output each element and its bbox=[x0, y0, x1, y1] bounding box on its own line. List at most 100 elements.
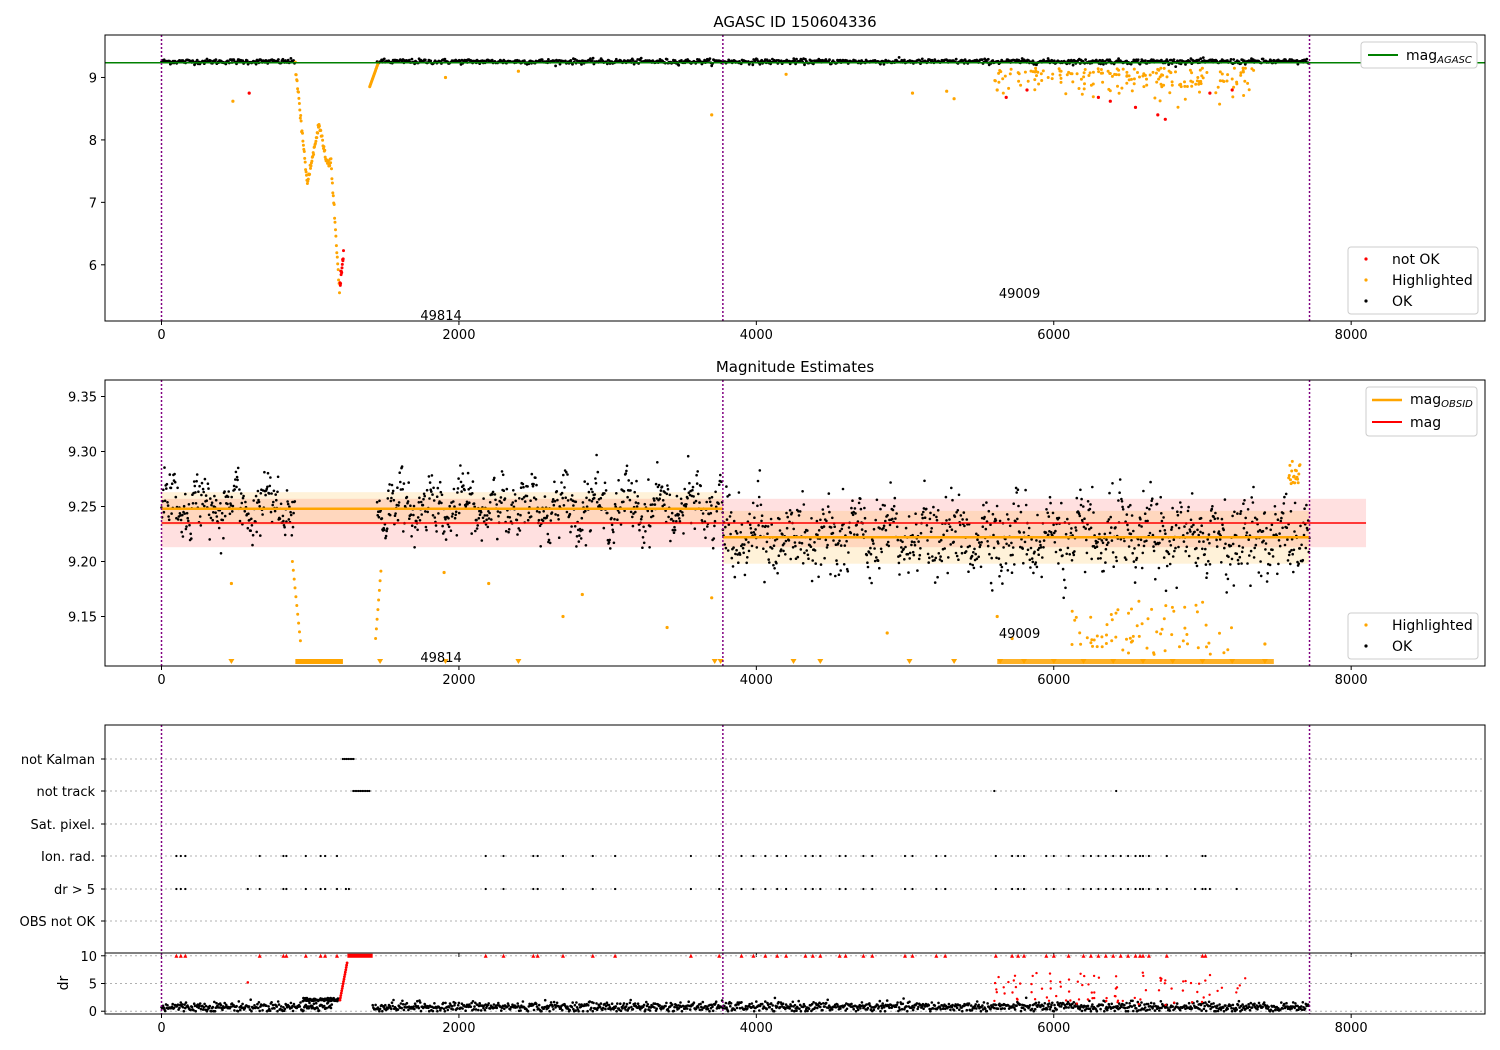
dr-ok-point bbox=[469, 1005, 473, 1009]
dr-ok-point bbox=[1066, 1000, 1070, 1004]
ok-point bbox=[770, 547, 774, 550]
dr-ok-point bbox=[937, 1001, 940, 1005]
flag-marker bbox=[352, 789, 355, 793]
ok-point bbox=[623, 509, 626, 513]
ok-point bbox=[1039, 546, 1043, 549]
ok-point bbox=[908, 551, 912, 555]
dr-ok-point bbox=[378, 1007, 382, 1011]
ok-point bbox=[273, 509, 277, 513]
ok-point bbox=[940, 559, 944, 563]
ok-point bbox=[1092, 511, 1095, 514]
ok-point bbox=[1074, 529, 1078, 532]
highlighted-point bbox=[1222, 651, 1226, 655]
dr-ok-point bbox=[1043, 1002, 1047, 1005]
ok-point bbox=[803, 530, 807, 534]
ok-point bbox=[1231, 514, 1234, 518]
dr-ok-point bbox=[733, 1008, 737, 1012]
dr-ok-point bbox=[1113, 1009, 1116, 1013]
highlighted-point bbox=[335, 251, 339, 255]
ok-point bbox=[1187, 505, 1190, 509]
ok-point bbox=[918, 553, 922, 557]
ok-point bbox=[651, 503, 654, 506]
dr-ok-point bbox=[951, 1003, 954, 1007]
highlighted-point bbox=[294, 595, 298, 599]
flag-marker bbox=[785, 887, 788, 891]
dr-ok-point bbox=[900, 1007, 904, 1011]
ok-point bbox=[1189, 518, 1193, 522]
ok-point bbox=[1214, 511, 1217, 515]
ok-point bbox=[557, 518, 560, 521]
flag-marker bbox=[944, 854, 947, 858]
ok-point bbox=[234, 478, 237, 481]
highlighted-point bbox=[1239, 71, 1243, 75]
dr-ok-point bbox=[714, 1000, 718, 1003]
ok-point bbox=[607, 541, 611, 544]
ok-point bbox=[950, 486, 953, 490]
ok-point bbox=[932, 513, 936, 517]
dr-ok-point bbox=[791, 1000, 795, 1004]
ok-point bbox=[494, 498, 497, 502]
ok-point bbox=[1290, 548, 1293, 552]
dr-ok-point bbox=[575, 1001, 578, 1004]
dr-ok-point bbox=[1050, 1003, 1053, 1007]
ok-point bbox=[1046, 57, 1050, 60]
ok-point bbox=[1074, 526, 1077, 529]
dr-ok-point bbox=[487, 1002, 491, 1005]
dr-ok-point bbox=[688, 1008, 692, 1011]
ok-point bbox=[769, 517, 773, 521]
dr-ok-point bbox=[198, 1002, 202, 1005]
ok-point bbox=[500, 501, 503, 505]
ok-point bbox=[814, 562, 817, 565]
ok-point bbox=[1195, 546, 1198, 550]
ok-point bbox=[382, 57, 386, 61]
ok-point bbox=[1016, 517, 1019, 521]
highlighted-point bbox=[1137, 634, 1141, 638]
flag-marker bbox=[614, 887, 617, 891]
ok-point bbox=[950, 528, 954, 531]
flag-marker bbox=[1204, 887, 1207, 891]
ok-point bbox=[1030, 538, 1033, 541]
ok-point bbox=[1075, 496, 1079, 500]
ok-point bbox=[859, 497, 862, 501]
ok-point bbox=[786, 515, 789, 519]
ok-point bbox=[256, 489, 260, 493]
highlighted-point bbox=[310, 159, 314, 163]
ok-point bbox=[465, 500, 469, 504]
highlighted-point bbox=[885, 631, 889, 635]
highlighted-point bbox=[1288, 463, 1292, 467]
ok-point bbox=[435, 495, 439, 499]
ok-point bbox=[705, 500, 708, 504]
ok-point bbox=[251, 543, 254, 547]
ok-point bbox=[393, 514, 397, 517]
ok-point bbox=[1189, 530, 1192, 533]
ok-point bbox=[200, 493, 203, 497]
ok-point bbox=[976, 538, 979, 541]
ok-point bbox=[754, 528, 757, 531]
ok-point bbox=[926, 552, 930, 556]
dr-ok-point bbox=[856, 1008, 860, 1012]
highlighted-point bbox=[1168, 91, 1172, 95]
flag-marker bbox=[179, 887, 182, 891]
ok-point bbox=[805, 549, 808, 552]
ok-point bbox=[1218, 538, 1222, 541]
ok-point bbox=[444, 538, 448, 541]
flag-marker bbox=[246, 887, 249, 891]
highlighted-point bbox=[291, 568, 295, 572]
flag-marker bbox=[740, 887, 743, 891]
ok-point bbox=[732, 546, 735, 549]
ok-point bbox=[1088, 507, 1092, 511]
ok-point bbox=[736, 553, 739, 556]
ok-point bbox=[629, 489, 632, 492]
flag-marker bbox=[1134, 854, 1137, 858]
ok-point bbox=[466, 502, 469, 506]
ok-point bbox=[717, 502, 720, 506]
ok-point bbox=[416, 516, 420, 519]
highlighted-point bbox=[1130, 607, 1133, 611]
dr-ok-point bbox=[572, 1007, 575, 1011]
dr-ok-point bbox=[813, 1006, 817, 1009]
ok-point bbox=[1033, 550, 1036, 554]
dr-ok-point bbox=[655, 1007, 658, 1010]
ok-point bbox=[675, 520, 678, 523]
ok-point bbox=[753, 533, 757, 536]
ok-point bbox=[852, 510, 855, 514]
